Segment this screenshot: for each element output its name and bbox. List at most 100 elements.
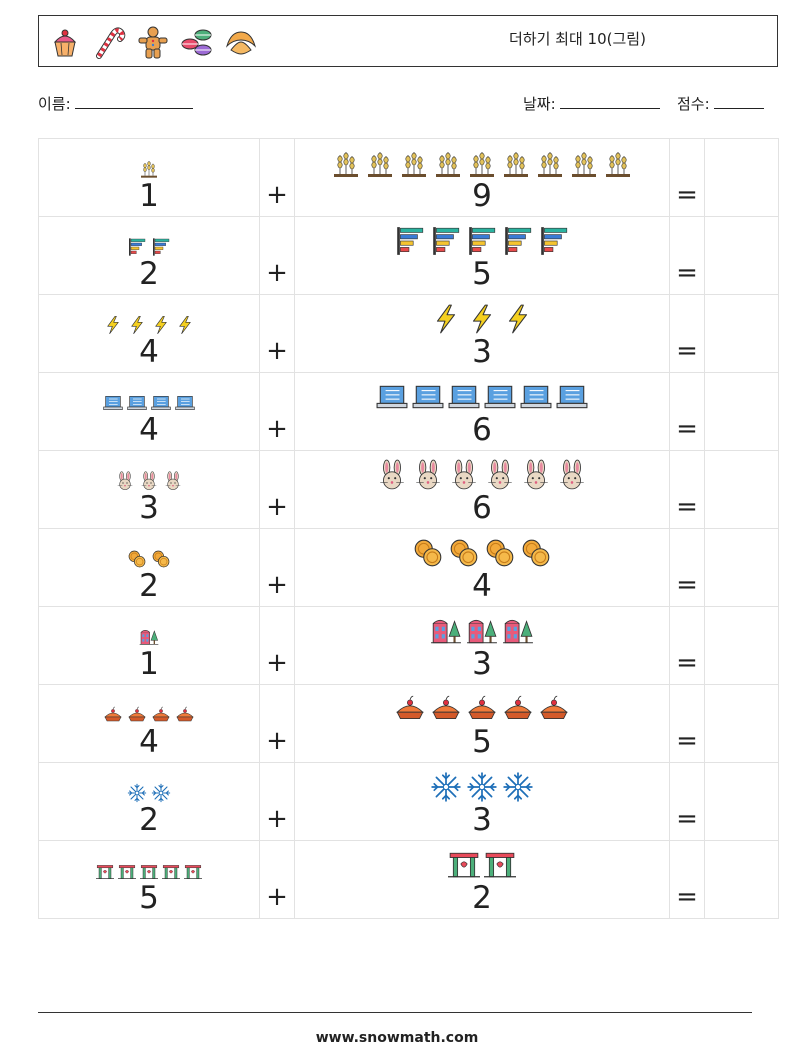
candy-cane-icon [96,27,126,59]
equals-cell: = [669,372,705,451]
addend-a-icons [139,159,159,183]
gate-icon [162,863,180,885]
wheat-icon [603,149,633,183]
answer-cell[interactable] [704,684,779,763]
answer-cell[interactable] [704,606,779,685]
answer-cell[interactable] [704,216,779,295]
addend-b-icons [331,149,633,183]
header-box: 더하기 최대 10(그림) [38,15,778,67]
pie-icon [103,705,123,729]
addend-b-icons [394,693,570,729]
pie-icon [151,705,171,729]
laptop-icon [556,381,588,417]
equals-sign: = [676,570,698,600]
addend-b-icons [430,303,534,339]
name-blank[interactable] [75,94,194,109]
addend-a-icons [127,549,171,573]
answer-cell[interactable] [704,528,779,607]
building-tree-icon [466,615,498,651]
plus-cell: + [259,606,295,685]
addend-b: 4 [472,568,492,604]
plus-cell: + [259,138,295,217]
gingerbread-man-icon [138,26,168,59]
answer-cell[interactable] [704,450,779,529]
addend-a-icons [103,705,195,729]
equals-cell: = [669,450,705,529]
addend-b-cell: 3 [294,762,670,841]
date-blank[interactable] [560,94,661,109]
answer-cell[interactable] [704,840,779,919]
snowflake-icon [151,783,171,807]
addend-b: 5 [472,724,492,760]
gate-icon [118,863,136,885]
addend-a-icons [103,393,195,417]
coins-icon [151,549,171,573]
pie-icon [430,693,462,729]
addend-a: 1 [139,646,159,682]
plus-cell: + [259,216,295,295]
addend-a: 2 [139,568,159,604]
addend-a-cell: 4 [38,294,260,373]
plus-sign: + [266,570,288,600]
addend-b-icons [412,537,552,573]
addend-b-icons [376,459,588,495]
bunny-icon [139,471,159,495]
bar-chart-icon [127,237,147,261]
plus-cell: + [259,294,295,373]
plus-sign: + [266,180,288,210]
gate-icon [448,849,480,885]
answer-cell[interactable] [704,372,779,451]
bunny-icon [115,471,135,495]
macarons-icon [181,29,212,56]
bunny-icon [376,459,408,495]
plus-cell: + [259,450,295,529]
wheat-icon [569,149,599,183]
addend-a: 1 [139,178,159,214]
addend-a-cell: 4 [38,684,260,763]
bunny-icon [520,459,552,495]
equals-cell: = [669,294,705,373]
footer-divider [38,1012,752,1013]
plus-sign: + [266,414,288,444]
equals-cell: = [669,606,705,685]
bunny-icon [448,459,480,495]
addend-a-icons [139,627,159,651]
building-tree-icon [139,627,159,651]
addend-b-icons [376,381,588,417]
coins-icon [412,537,444,573]
wheat-icon [331,149,361,183]
addend-a-cell: 1 [38,606,260,685]
problem-row: 2 + 4 = [38,528,779,607]
addend-a-icons [115,471,183,495]
addend-b-cell: 2 [294,840,670,919]
laptop-icon [448,381,480,417]
gate-icon [484,849,516,885]
plus-cell: + [259,762,295,841]
lightning-icon [502,303,534,339]
score-blank[interactable] [714,94,765,109]
answer-cell[interactable] [704,138,779,217]
problem-row: 5 + 2 = [38,840,779,919]
header-icons [47,22,259,62]
addend-b: 5 [472,256,492,292]
addend-b-cell: 5 [294,216,670,295]
problem-table: 1 + 9 = [38,138,779,919]
addend-a-icons [127,237,171,261]
plus-sign: + [266,492,288,522]
score-label: 점수: [677,95,710,113]
equals-cell: = [669,840,705,919]
bar-chart-icon [502,225,534,261]
lightning-icon [103,315,123,339]
wheat-icon [139,159,159,183]
bar-chart-icon [538,225,570,261]
answer-cell[interactable] [704,294,779,373]
answer-cell[interactable] [704,762,779,841]
croissant-icon [225,31,257,55]
addend-b-cell: 3 [294,294,670,373]
equals-sign: = [676,492,698,522]
addend-b-cell: 5 [294,684,670,763]
score-field: 점수: [677,93,765,114]
snowflake-icon [127,783,147,807]
lightning-icon [430,303,462,339]
plus-sign: + [266,726,288,756]
